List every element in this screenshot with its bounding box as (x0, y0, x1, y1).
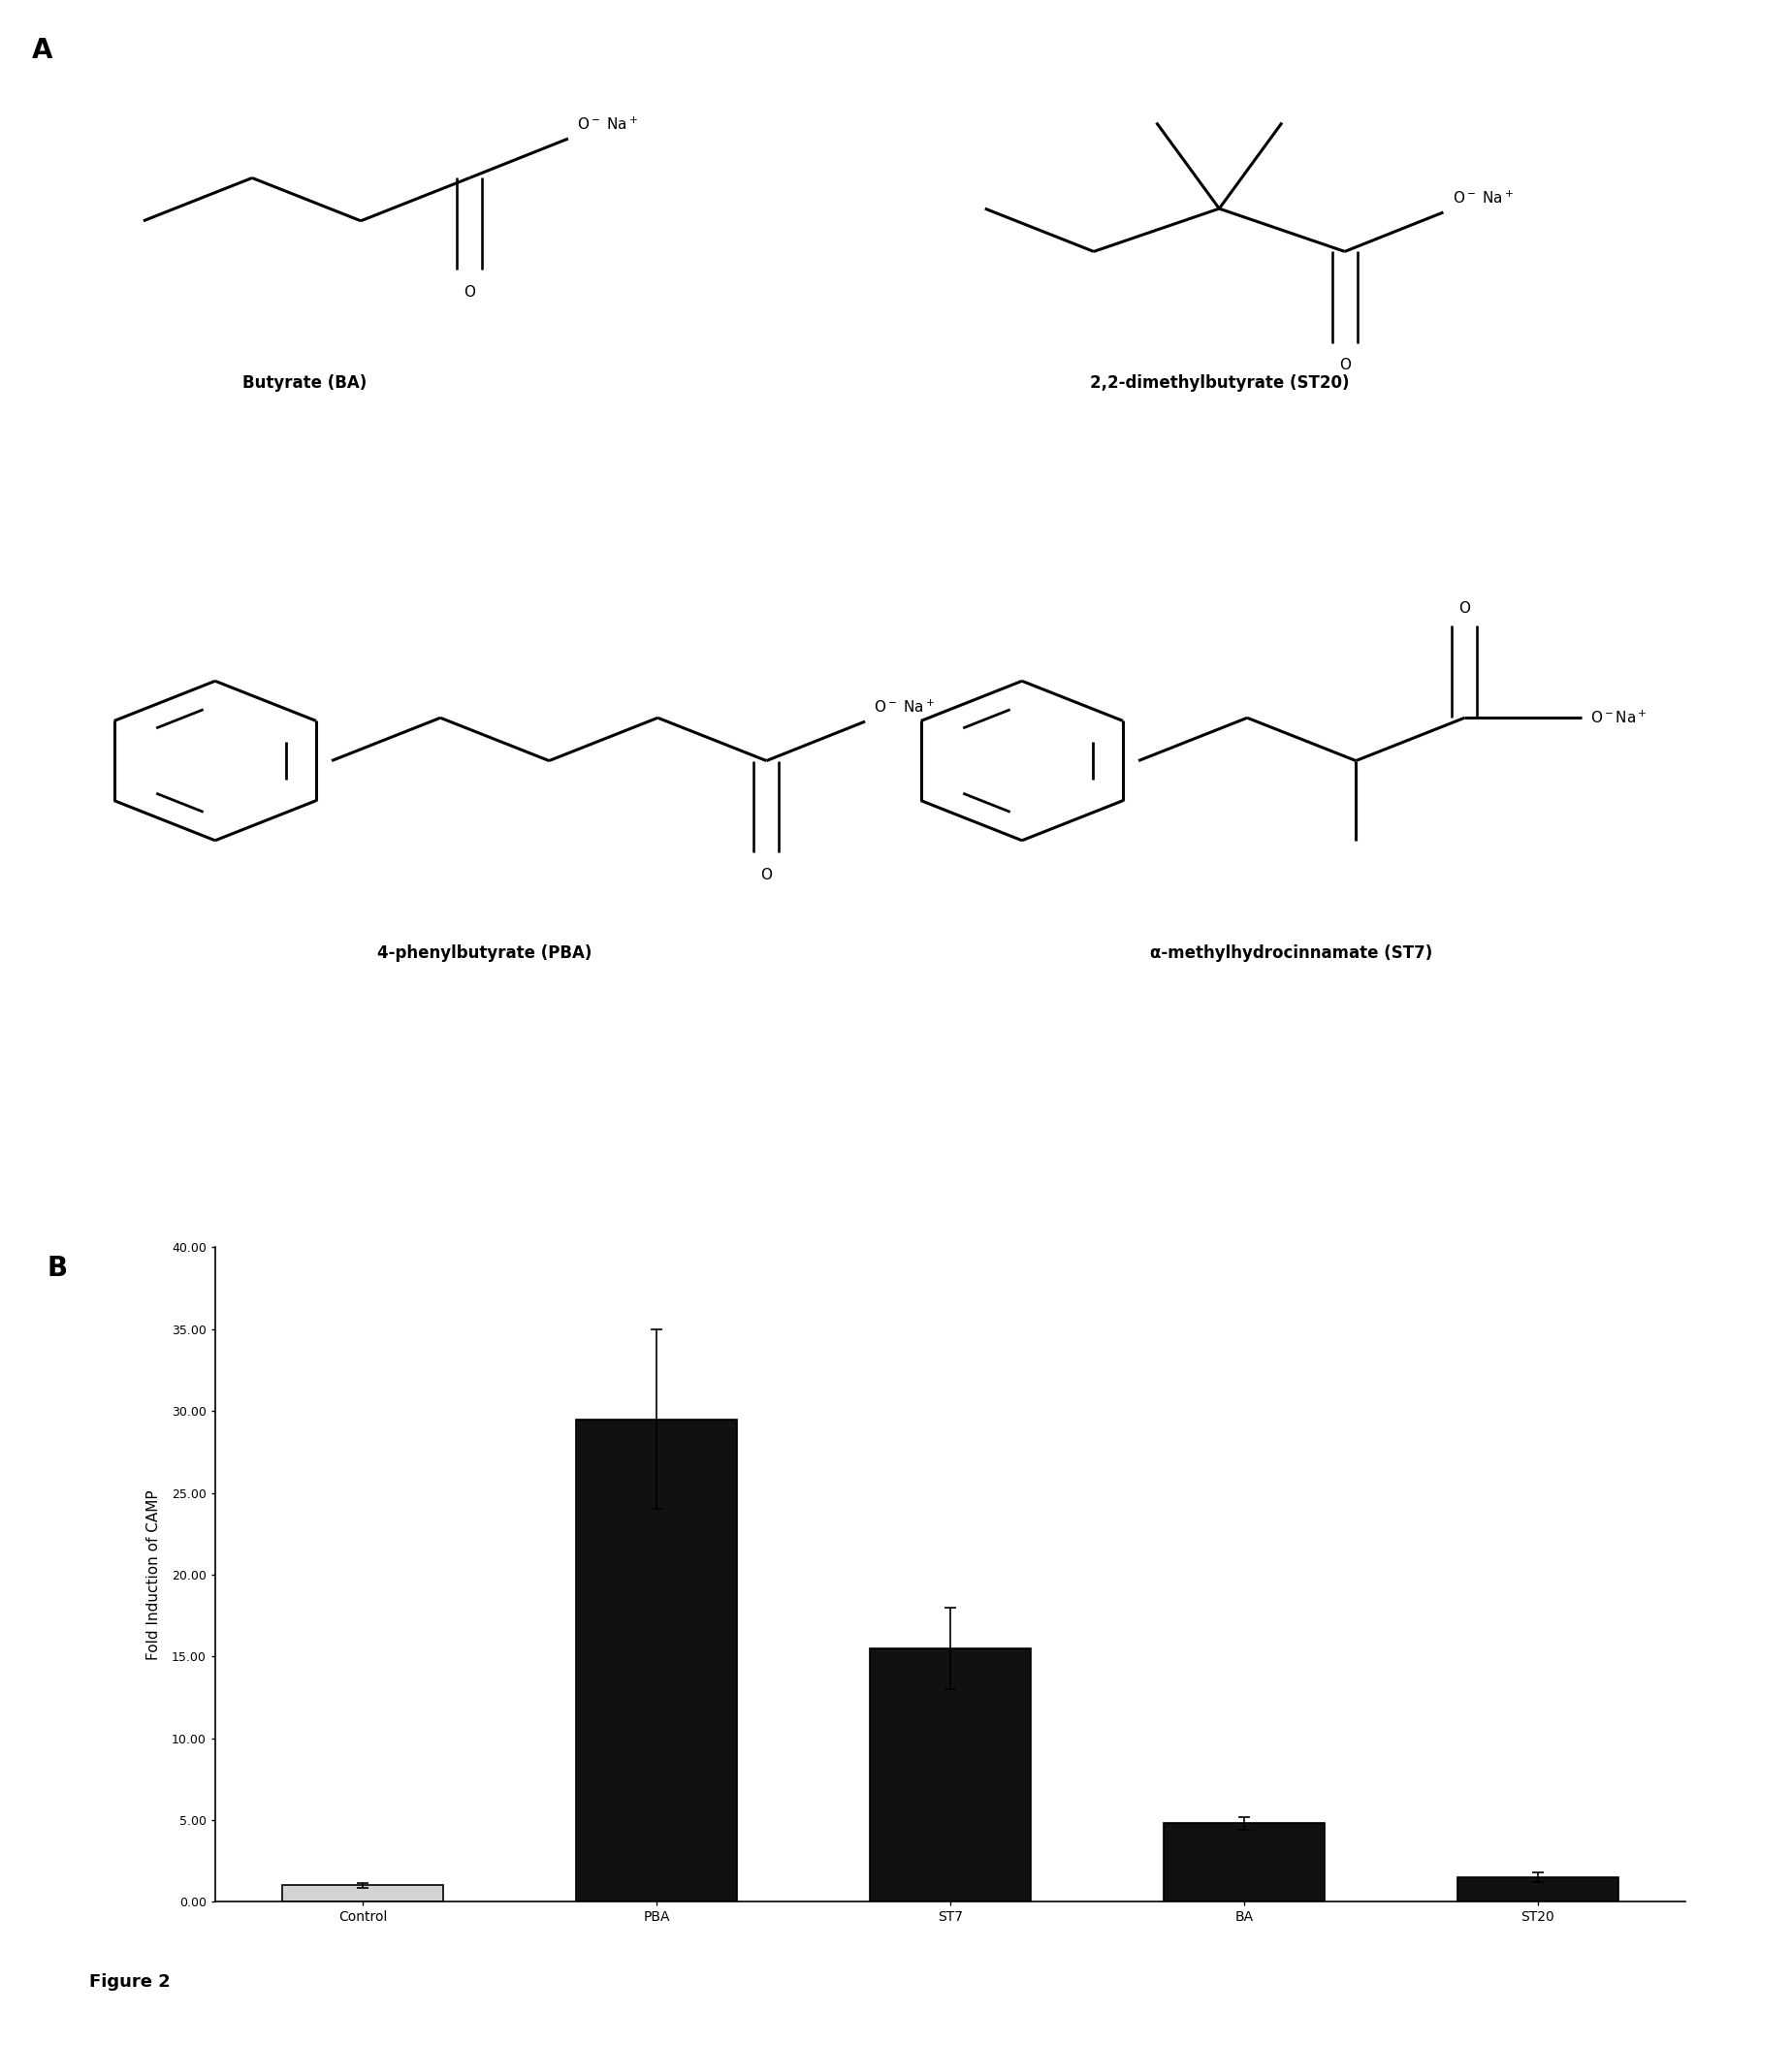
Text: B: B (47, 1254, 66, 1282)
Text: Butyrate (BA): Butyrate (BA) (242, 374, 367, 393)
Bar (869, 1648, 1030, 1902)
Text: O: O (1459, 601, 1469, 616)
Text: O$^-$ Na$^+$: O$^-$ Na$^+$ (577, 117, 638, 133)
Text: O$^-$Na$^+$: O$^-$Na$^+$ (1590, 710, 1645, 726)
Text: A: A (32, 37, 54, 63)
Text: Figure 2: Figure 2 (90, 1973, 170, 1992)
Bar (575, 1419, 737, 1902)
Text: 4-phenylbutyrate (PBA): 4-phenylbutyrate (PBA) (376, 945, 591, 963)
Text: 2,2-dimethylbutyrate (ST20): 2,2-dimethylbutyrate (ST20) (1090, 374, 1348, 393)
Text: O: O (464, 284, 475, 299)
Text: O: O (1339, 358, 1349, 372)
Text: O$^-$ Na$^+$: O$^-$ Na$^+$ (1452, 190, 1512, 207)
Y-axis label: Fold Induction of CAMP: Fold Induction of CAMP (147, 1489, 161, 1661)
Text: O$^-$ Na$^+$: O$^-$ Na$^+$ (873, 699, 935, 716)
Text: α-methylhydrocinnamate (ST7): α-methylhydrocinnamate (ST7) (1149, 945, 1432, 963)
Text: O: O (760, 867, 772, 881)
Bar (1163, 1824, 1324, 1902)
Bar (281, 1885, 443, 1902)
Bar (1457, 1877, 1618, 1902)
